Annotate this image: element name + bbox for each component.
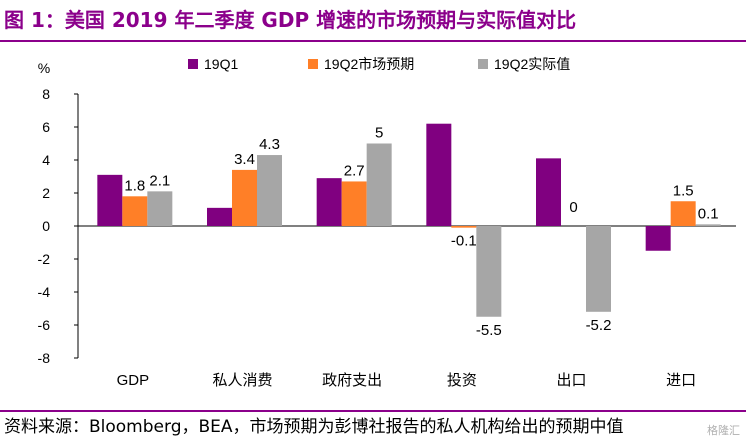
bar	[122, 196, 148, 226]
bar	[476, 226, 502, 317]
legend-label: 19Q2市场预期	[324, 56, 414, 72]
legend-swatch	[478, 59, 488, 69]
data-label: 2.7	[344, 162, 365, 179]
x-category-label: 出口	[556, 372, 586, 389]
bar	[426, 123, 452, 226]
y-tick-label: 6	[42, 119, 50, 135]
data-label: 0.1	[698, 205, 719, 222]
x-category-label: 投资	[447, 372, 477, 389]
bar	[147, 191, 173, 226]
data-label: 4.3	[259, 136, 280, 153]
bar	[97, 174, 123, 226]
bar	[645, 226, 671, 251]
watermark: 格隆汇	[707, 424, 740, 437]
x-category-label: 进口	[666, 372, 696, 389]
bar	[670, 201, 696, 226]
footer-divider	[0, 410, 746, 412]
bar	[341, 181, 367, 226]
legend-swatch	[308, 59, 318, 69]
data-label: 5	[375, 125, 383, 142]
bar	[451, 226, 477, 228]
data-label: 0	[569, 199, 577, 216]
data-label: -0.1	[451, 233, 477, 250]
data-label: 1.5	[673, 182, 694, 199]
y-tick-label: 4	[42, 152, 50, 168]
data-label: -5.5	[476, 322, 502, 339]
data-label: -5.2	[586, 317, 612, 334]
source-note: 资料来源：Bloomberg，BEA，市场预期为彭博社报告的私人机构给出的预期中…	[4, 417, 624, 437]
bar	[232, 169, 257, 226]
x-category-label: GDP	[117, 372, 150, 389]
x-category-label: 私人消费	[212, 372, 272, 389]
bar	[316, 178, 342, 226]
y-tick-label: -2	[38, 251, 51, 267]
y-tick-label: -8	[38, 350, 51, 366]
y-tick-label: -4	[38, 284, 51, 300]
data-label: 2.1	[149, 172, 170, 189]
chart-legend: 19Q1 19Q2市场预期 19Q2实际值	[188, 56, 570, 72]
chart-data-labels: 1.8 2.1 3.44.3 2.7 5 -0.1 -5.5 0 -5.2 1.50.1	[124, 125, 718, 339]
bar	[366, 143, 392, 226]
bar	[536, 158, 561, 226]
figure-title: 图 1：美国 2019 年二季度 GDP 增速的市场预期与实际值对比	[4, 8, 577, 32]
chart-axes: -8 -6 -4 -2 0 2 4 6 8% GDP 私人消费 政府支出 投资 出口 进口	[38, 60, 736, 389]
legend-label: 19Q1	[204, 56, 238, 72]
y-tick-label: -6	[38, 317, 51, 333]
chart-bars	[97, 123, 721, 317]
y-axis-unit: %	[38, 60, 50, 76]
bar	[695, 224, 721, 226]
legend-swatch	[188, 59, 198, 69]
data-label: 1.8	[124, 177, 145, 194]
bar	[257, 155, 282, 226]
y-tick-label: 8	[42, 86, 50, 102]
bar	[207, 207, 232, 226]
legend-label: 19Q2实际值	[494, 56, 570, 72]
y-tick-label: 0	[42, 218, 50, 234]
x-category-label: 政府支出	[322, 372, 382, 389]
data-label: 3.4	[234, 151, 255, 168]
title-divider	[0, 40, 746, 42]
bar	[586, 226, 611, 312]
bar-chart: -8 -6 -4 -2 0 2 4 6 8% GDP 私人消费 政府支出 投资 出口 进口 1.8 2.1 3.…	[38, 56, 736, 389]
y-tick-label: 2	[42, 185, 50, 201]
